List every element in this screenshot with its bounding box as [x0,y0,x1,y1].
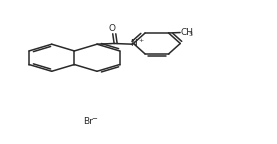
Text: +: + [138,38,144,43]
Text: N: N [130,39,137,48]
Text: O: O [108,24,115,33]
Text: Br: Br [83,117,93,126]
Text: −: − [91,116,97,122]
Text: CH: CH [181,28,194,37]
Text: 3: 3 [189,32,193,37]
